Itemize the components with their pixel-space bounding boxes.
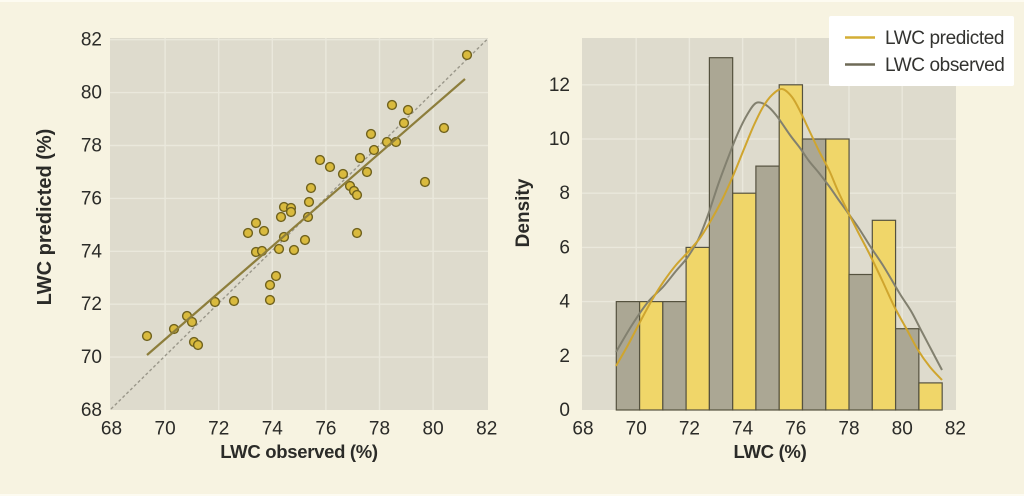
svg-text:68: 68 bbox=[572, 419, 593, 440]
svg-text:80: 80 bbox=[892, 419, 913, 440]
svg-text:72: 72 bbox=[208, 419, 229, 440]
svg-text:LWC predicted: LWC predicted bbox=[885, 28, 1004, 49]
svg-text:76: 76 bbox=[315, 419, 336, 440]
svg-text:70: 70 bbox=[81, 347, 102, 368]
svg-text:4: 4 bbox=[559, 292, 570, 313]
svg-text:0: 0 bbox=[559, 400, 570, 421]
svg-text:78: 78 bbox=[81, 136, 102, 157]
svg-text:LWC predicted (%): LWC predicted (%) bbox=[34, 129, 56, 306]
svg-text:78: 78 bbox=[369, 419, 390, 440]
svg-text:76: 76 bbox=[81, 188, 102, 209]
svg-text:10: 10 bbox=[549, 129, 570, 150]
svg-text:82: 82 bbox=[476, 419, 497, 440]
svg-text:LWC observed: LWC observed bbox=[885, 55, 1004, 76]
svg-text:70: 70 bbox=[626, 419, 647, 440]
svg-text:82: 82 bbox=[945, 419, 966, 440]
svg-text:76: 76 bbox=[785, 419, 806, 440]
svg-text:Density: Density bbox=[513, 178, 534, 247]
svg-text:74: 74 bbox=[732, 419, 754, 440]
svg-text:LWC (%): LWC (%) bbox=[734, 441, 807, 462]
svg-text:8: 8 bbox=[559, 183, 570, 204]
svg-text:72: 72 bbox=[81, 294, 102, 315]
svg-text:72: 72 bbox=[679, 419, 700, 440]
svg-text:74: 74 bbox=[262, 419, 284, 440]
svg-text:68: 68 bbox=[101, 419, 122, 440]
svg-text:LWC observed (%): LWC observed (%) bbox=[220, 441, 378, 462]
svg-text:12: 12 bbox=[549, 75, 570, 96]
svg-text:68: 68 bbox=[81, 400, 102, 421]
svg-text:82: 82 bbox=[81, 30, 102, 51]
svg-text:2: 2 bbox=[559, 346, 570, 367]
svg-text:78: 78 bbox=[838, 419, 859, 440]
svg-text:74: 74 bbox=[81, 241, 103, 262]
svg-text:6: 6 bbox=[559, 237, 570, 258]
svg-text:80: 80 bbox=[423, 419, 444, 440]
svg-text:70: 70 bbox=[155, 419, 176, 440]
svg-text:80: 80 bbox=[81, 83, 102, 104]
